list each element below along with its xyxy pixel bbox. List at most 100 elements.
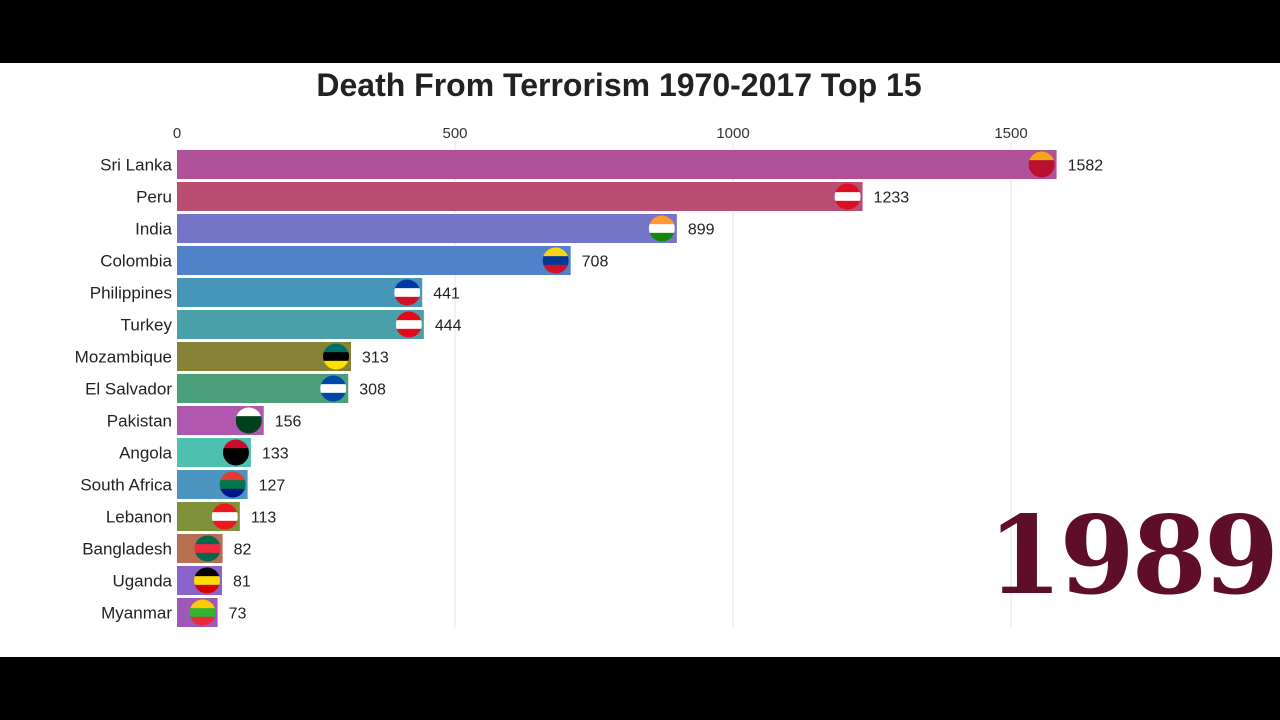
category-label: Uganda: [112, 572, 172, 591]
bar: [177, 374, 349, 403]
flag-stripe: [542, 264, 569, 274]
flag-icon: [542, 247, 569, 274]
flag-stripe: [211, 520, 238, 530]
bar: [177, 342, 352, 371]
value-label: 444: [435, 318, 462, 335]
category-label: Lebanon: [106, 508, 172, 527]
flag-stripe: [395, 328, 422, 338]
flag-stripe: [235, 407, 262, 417]
flag-stripe: [1028, 160, 1055, 170]
value-label: 133: [262, 446, 289, 463]
value-label: 441: [433, 286, 460, 303]
flag-stripe: [395, 311, 422, 321]
flag-icon: [395, 311, 422, 338]
bar: [177, 214, 677, 243]
value-label: 1582: [1068, 158, 1104, 175]
category-label: Turkey: [121, 316, 173, 335]
category-label: India: [135, 220, 172, 239]
bar: [177, 278, 423, 307]
flag-icon: [194, 567, 221, 594]
flag-icon: [219, 471, 246, 498]
flag-icon: [648, 215, 675, 242]
flag-stripe: [648, 232, 675, 242]
flag-icon: [320, 375, 347, 402]
value-label: 127: [259, 478, 286, 495]
category-label: Bangladesh: [82, 540, 172, 559]
flag-icon: [323, 343, 350, 370]
flag-stripe: [219, 471, 246, 481]
category-label: Angola: [119, 444, 172, 463]
x-tick-label: 1000: [716, 125, 749, 142]
flag-stripe: [194, 544, 221, 554]
flag-stripe: [219, 480, 246, 490]
bar: [177, 246, 571, 275]
flag-stripe: [1028, 151, 1055, 161]
flag-stripe: [222, 439, 249, 449]
value-label: 82: [234, 542, 252, 559]
flag-stripe: [222, 448, 249, 458]
flag-stripe: [235, 416, 262, 426]
flag-stripe: [211, 512, 238, 522]
value-label: 899: [688, 222, 715, 239]
flag-stripe: [542, 247, 569, 257]
flag-stripe: [542, 256, 569, 266]
value-label: 113: [251, 510, 277, 527]
bar: [177, 182, 863, 211]
chart-area: Death From Terrorism 1970-2017 Top 15 0 5…: [0, 63, 1280, 657]
value-label: 73: [229, 606, 247, 623]
flag-stripe: [211, 503, 238, 513]
value-label: 308: [359, 382, 386, 399]
bar: [177, 310, 424, 339]
flag-stripe: [323, 352, 350, 362]
flag-icon: [222, 439, 249, 466]
year-label: 1989: [987, 493, 1279, 619]
category-label: Pakistan: [107, 412, 172, 431]
flag-stripe: [320, 384, 347, 394]
flag-stripe: [395, 320, 422, 330]
flag-stripe: [194, 552, 221, 562]
value-label: 156: [275, 414, 302, 431]
bar: [177, 150, 1057, 179]
value-label: 708: [582, 254, 609, 271]
flag-stripe: [194, 576, 221, 586]
category-label: Mozambique: [75, 348, 172, 367]
flag-icon: [194, 535, 221, 562]
flag-stripe: [194, 535, 221, 545]
flag-stripe: [194, 567, 221, 577]
value-label: 313: [362, 350, 389, 367]
x-tick-label: 500: [442, 125, 467, 142]
category-label: Philippines: [90, 284, 172, 303]
flag-stripe: [194, 584, 221, 594]
category-label: South Africa: [80, 476, 172, 495]
category-label: Peru: [136, 188, 172, 207]
flag-stripe: [320, 392, 347, 402]
flag-stripe: [323, 360, 350, 370]
value-label: 1233: [874, 190, 910, 207]
flag-stripe: [648, 224, 675, 234]
flag-icon: [1028, 151, 1055, 178]
flag-stripe: [189, 599, 216, 609]
category-label: El Salvador: [85, 380, 172, 399]
flag-stripe: [394, 296, 421, 306]
flag-stripe: [648, 215, 675, 225]
flag-stripe: [320, 375, 347, 385]
flag-stripe: [222, 456, 249, 466]
flag-stripe: [1028, 168, 1055, 178]
x-tick-label: 1500: [994, 125, 1027, 142]
flag-icon: [211, 503, 238, 530]
flag-stripe: [394, 288, 421, 298]
flag-stripe: [189, 608, 216, 618]
flag-stripe: [834, 200, 861, 210]
category-label: Sri Lanka: [100, 156, 172, 175]
category-label: Colombia: [100, 252, 172, 271]
flag-icon: [834, 183, 861, 210]
chart-title: Death From Terrorism 1970-2017 Top 15: [316, 67, 922, 103]
flag-stripe: [834, 192, 861, 202]
flag-icon: [189, 599, 216, 626]
flag-stripe: [323, 343, 350, 353]
x-tick-label: 0: [173, 125, 181, 142]
flag-stripe: [219, 488, 246, 498]
flag-icon: [394, 279, 421, 306]
bar-chart: 0 500 1000 1500 Sri Lanka 1582 Peru 1233 India 89…: [75, 125, 1104, 628]
value-label: 81: [233, 574, 251, 591]
